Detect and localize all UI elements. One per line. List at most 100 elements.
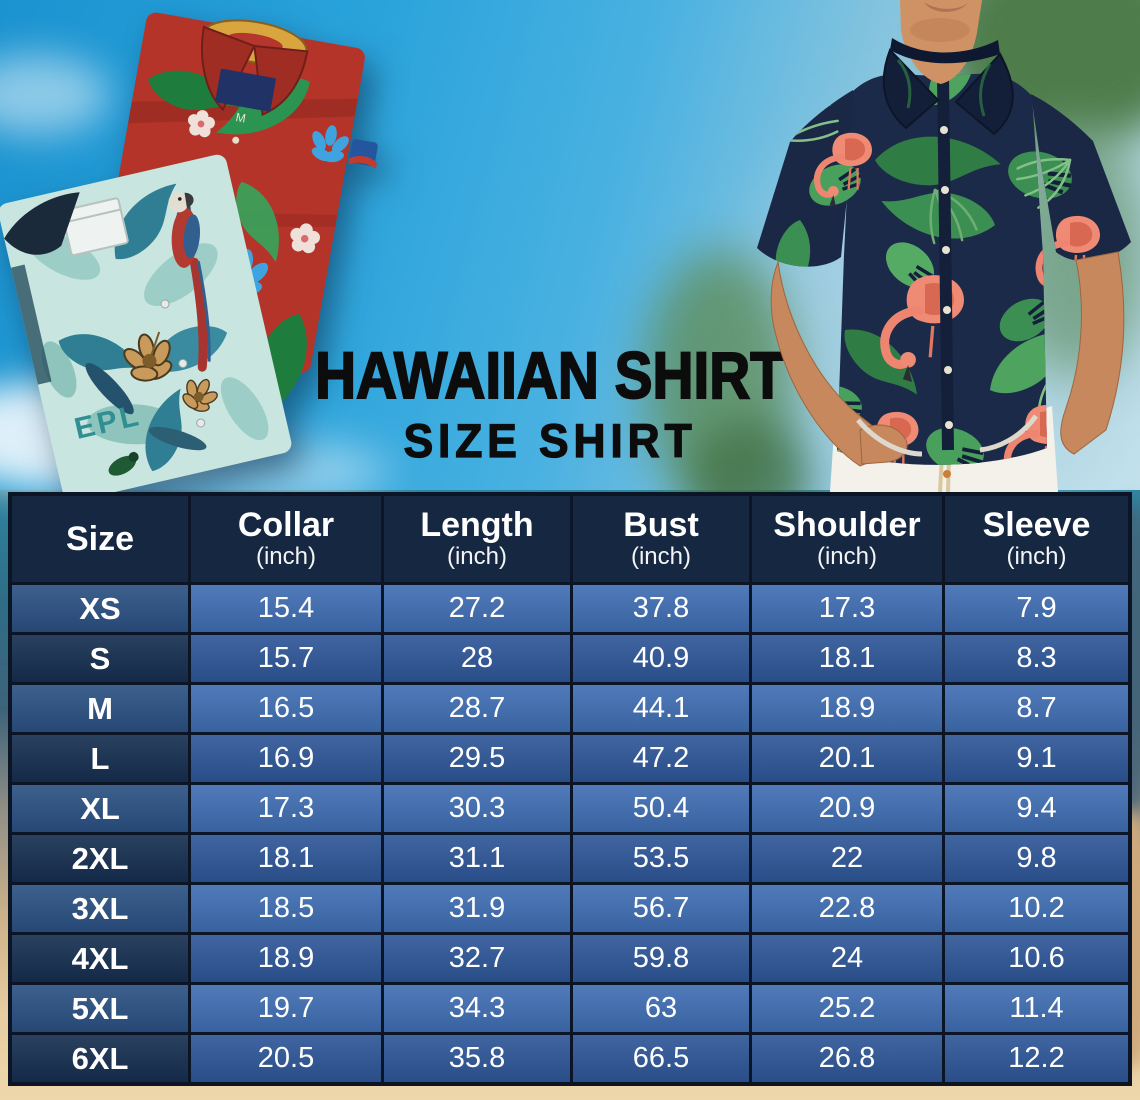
measurement-cell: 35.8 [384, 1035, 570, 1082]
man-wearing-flamingo-hawaiian-shirt-photo [757, 0, 1131, 492]
measurement-cell: 10.6 [945, 935, 1128, 982]
column-header-shoulder: Shoulder (inch) [752, 496, 942, 582]
column-header-size: Size [12, 496, 188, 582]
size-label-cell: S [12, 635, 188, 682]
size-label-cell: L [12, 735, 188, 782]
measurement-cell: 8.7 [945, 685, 1128, 732]
flamingo-shirt [757, 73, 1131, 465]
measurement-cell: 53.5 [573, 835, 749, 882]
measurement-cell: 40.9 [573, 635, 749, 682]
measurement-cell: 66.5 [573, 1035, 749, 1082]
column-label: Length [420, 505, 534, 544]
measurement-cell: 26.8 [752, 1035, 942, 1082]
measurement-cell: 31.9 [384, 885, 570, 932]
measurement-cell: 44.1 [573, 685, 749, 732]
red-shirt-neck-label [215, 68, 276, 112]
size-label-cell: XL [12, 785, 188, 832]
measurement-cell: 16.9 [191, 735, 381, 782]
teal-shirt-buttons [160, 299, 206, 428]
pants-pocket-edge [856, 418, 923, 457]
red-shirt-collar [201, 25, 256, 112]
measurement-cell: 18.1 [191, 835, 381, 882]
measurement-cell: 18.5 [191, 885, 381, 932]
measurement-cell: 34.3 [384, 985, 570, 1032]
column-unit: (inch) [816, 543, 877, 571]
size-label-cell: 2XL [12, 835, 188, 882]
page-title: HAWAIIAN SHIRT [314, 338, 786, 412]
measurement-cell: 59.8 [573, 935, 749, 982]
neck-and-chin [900, 0, 982, 84]
size-table: Size Collar (inch) Length (inch) Bust (inch) Sh… [8, 492, 1132, 1086]
measurement-cell: 11.4 [945, 985, 1128, 1032]
measurement-cell: 20.9 [752, 785, 942, 832]
column-header-collar: Collar (inch) [191, 496, 381, 582]
column-label: Size [65, 519, 135, 558]
measurement-cell: 30.3 [384, 785, 570, 832]
column-label: Shoulder [773, 505, 921, 544]
column-header-sleeve: Sleeve (inch) [945, 496, 1128, 582]
measurement-cell: 9.8 [945, 835, 1128, 882]
measurement-cell: 32.7 [384, 935, 570, 982]
measurement-cell: 24 [752, 935, 942, 982]
shirt-collar [882, 38, 1014, 136]
measurement-cell: 16.5 [191, 685, 381, 732]
pants-pocket-edge [979, 414, 1039, 453]
column-header-length: Length (inch) [384, 496, 570, 582]
measurement-cell: 63 [573, 985, 749, 1032]
measurement-cell: 9.1 [945, 735, 1128, 782]
size-label-cell: 6XL [12, 1035, 188, 1082]
measurement-cell: 47.2 [573, 735, 749, 782]
column-unit: (inch) [630, 543, 691, 571]
measurement-cell: 20.1 [752, 735, 942, 782]
folded-hawaiian-shirts-photo: M [0, 12, 378, 500]
size-label-cell: XS [12, 585, 188, 632]
size-label-cell: 5XL [12, 985, 188, 1032]
button-placket [937, 77, 954, 451]
measurement-cell: 22 [752, 835, 942, 882]
measurement-cell: 9.4 [945, 785, 1128, 832]
teal-shirt-collar-fold [4, 192, 80, 255]
column-label: Collar [237, 505, 335, 544]
measurement-cell: 37.8 [573, 585, 749, 632]
column-header-bust: Bust (inch) [573, 496, 749, 582]
column-label: Bust [623, 505, 699, 544]
measurement-cell: 8.3 [945, 635, 1128, 682]
teal-hawaiian-shirt: EPL [0, 154, 292, 500]
column-unit: (inch) [255, 543, 316, 571]
measurement-cell: 7.9 [945, 585, 1128, 632]
right-arm [1060, 251, 1125, 455]
measurement-cell: 19.7 [191, 985, 381, 1032]
measurement-cell: 15.7 [191, 635, 381, 682]
measurement-cell: 12.2 [945, 1035, 1128, 1082]
hibiscus-flower [174, 370, 225, 420]
size-label-cell: 3XL [12, 885, 188, 932]
measurement-cell: 15.4 [191, 585, 381, 632]
measurement-cell: 27.2 [384, 585, 570, 632]
size-label-cell: 4XL [12, 935, 188, 982]
measurement-cell: 18.1 [752, 635, 942, 682]
green-bird [108, 455, 137, 476]
measurement-cell: 25.2 [752, 985, 942, 1032]
measurement-cell: 28 [384, 635, 570, 682]
parrot [168, 192, 211, 372]
measurement-cell: 20.5 [191, 1035, 381, 1082]
hibiscus-flower [116, 327, 182, 390]
column-label: Sleeve [982, 505, 1091, 544]
title-block: HAWAIIAN SHIRT SIZE SHIRT [220, 338, 880, 468]
measurement-cell: 50.4 [573, 785, 749, 832]
measurement-cell: 17.3 [752, 585, 942, 632]
measurement-cell: 28.7 [384, 685, 570, 732]
measurement-cell: 22.8 [752, 885, 942, 932]
measurement-cell: 18.9 [191, 935, 381, 982]
size-label-cell: M [12, 685, 188, 732]
measurement-cell: 29.5 [384, 735, 570, 782]
measurement-cell: 17.3 [191, 785, 381, 832]
measurement-cell: 56.7 [573, 885, 749, 932]
measurement-cell: 18.9 [752, 685, 942, 732]
lips [924, 2, 968, 12]
column-unit: (inch) [1006, 543, 1067, 571]
shirt-buttons [940, 126, 953, 429]
column-unit: (inch) [446, 543, 507, 571]
measurement-cell: 10.2 [945, 885, 1128, 932]
